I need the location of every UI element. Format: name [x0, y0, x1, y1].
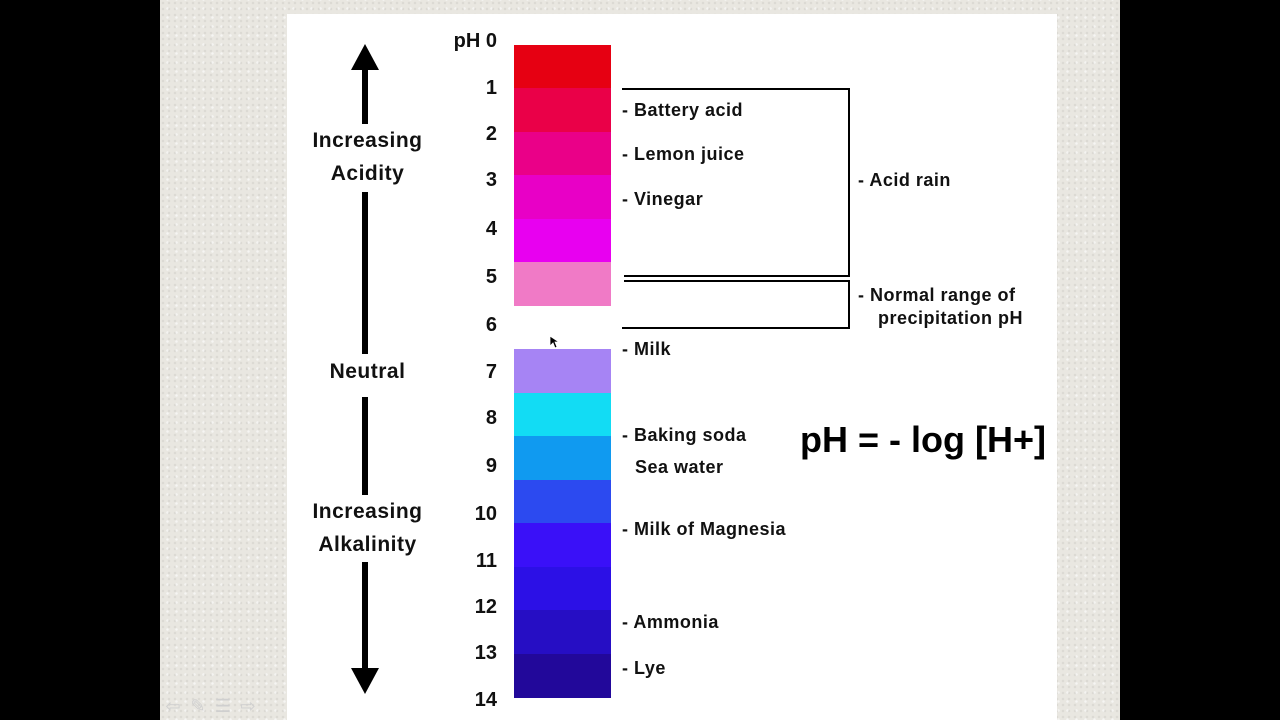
prev-arrow-icon[interactable]: ⇦ [165, 696, 181, 716]
ph-tick-0: pH 0 [440, 30, 497, 53]
ph-prefix: pH [453, 30, 481, 52]
ph-formula: pH = - log [H+] [800, 419, 1046, 460]
acidity-label-line2: Acidity [330, 162, 405, 185]
ph-band-9 [514, 436, 611, 481]
substance-sea-water: Sea water [635, 457, 724, 477]
normal-precip-bracket [622, 280, 850, 329]
menu-icon[interactable]: ☰ [214, 696, 232, 716]
ph-band-12 [514, 566, 611, 611]
ph-band-8 [514, 392, 611, 437]
axis-shaft-upper-mid [362, 192, 368, 354]
ph-tick-3: 3 [485, 169, 497, 191]
substance-milk-of-magnesia: - Milk of Magnesia [622, 519, 787, 539]
normal-precip-label: - Normal range of precipitation pH [858, 284, 1023, 330]
pen-icon[interactable]: ✎ [190, 696, 206, 716]
ph-band-11 [514, 523, 611, 568]
acid-rain-bracket [622, 88, 850, 277]
substance-lemon-juice: - Lemon juice [622, 144, 745, 164]
substance-baking-soda: - Baking soda [622, 425, 747, 445]
ph-band-6 [514, 305, 611, 350]
ph-band-3 [514, 175, 611, 220]
substance-milk: - Milk [622, 339, 672, 359]
alkalinity-label-line2: Alkalinity [318, 533, 417, 556]
acidity-label: Increasing Acidity [295, 124, 440, 190]
neutral-label: Neutral [329, 360, 406, 383]
alkalinity-label-line1: Increasing [312, 500, 423, 523]
substance-ammonia: - Ammonia [622, 612, 719, 632]
substance-lye: - Lye [622, 658, 666, 678]
ph-tick-0-value: 0 [485, 30, 497, 52]
ph-band-4 [514, 218, 611, 263]
ph-band-0 [514, 45, 611, 90]
ph-band-14 [514, 653, 611, 698]
ph-tick-12: 12 [474, 596, 497, 618]
ph-tick-7: 7 [485, 361, 497, 383]
ph-tick-14: 14 [474, 689, 497, 711]
substance-battery-acid: - Battery acid [622, 100, 744, 120]
ph-tick-5: 5 [485, 266, 497, 288]
down-arrow-icon [351, 668, 379, 694]
ph-band-7 [514, 349, 611, 394]
ph-band-2 [514, 131, 611, 176]
normal-precip-label-line1: - Normal range of [858, 285, 1016, 305]
axis-shaft-lower-mid [362, 397, 368, 495]
ph-tick-11: 11 [475, 550, 497, 572]
ph-tick-4: 4 [485, 218, 497, 240]
ph-band-5 [514, 262, 611, 307]
substance-vinegar: - Vinegar [622, 189, 704, 209]
ph-band-1 [514, 88, 611, 133]
ph-tick-8: 8 [485, 407, 497, 429]
ph-band-13 [514, 610, 611, 655]
acidity-label-line1: Increasing [312, 129, 423, 152]
ph-tick-2: 2 [485, 123, 497, 145]
mouse-cursor-icon [549, 335, 559, 349]
next-arrow-icon[interactable]: ⇨ [240, 696, 256, 716]
acid-rain-label: - Acid rain [858, 170, 951, 190]
normal-precip-label-line2: precipitation pH [878, 308, 1024, 328]
axis-shaft-top [362, 68, 368, 124]
ph-tick-13: 13 [474, 642, 497, 664]
ph-tick-1: 1 [485, 77, 497, 99]
ph-tick-10: 10 [474, 503, 497, 525]
up-arrow-icon [351, 44, 379, 70]
axis-shaft-bottom [362, 562, 368, 672]
ph-band-10 [514, 479, 611, 524]
ph-tick-9: 9 [485, 455, 497, 477]
ph-tick-6: 6 [485, 314, 497, 336]
alkalinity-label: Increasing Alkalinity [295, 495, 440, 561]
diagram-panel [287, 14, 1057, 720]
